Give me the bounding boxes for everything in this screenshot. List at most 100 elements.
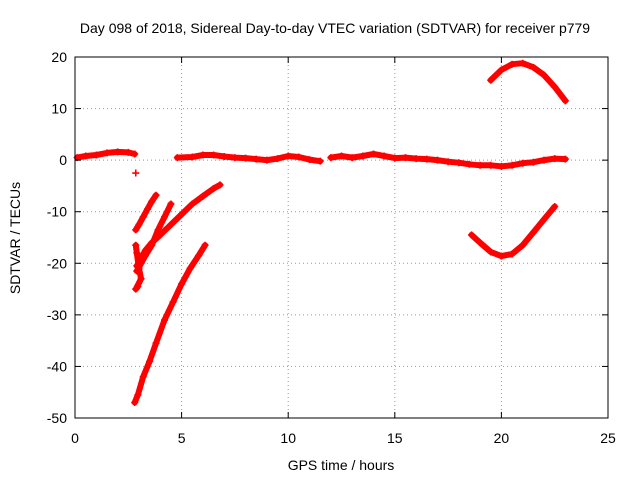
plot-frame [74, 56, 609, 419]
data-point [146, 357, 154, 365]
x-tick-labels: 0 5 10 15 20 25 [71, 430, 616, 446]
data-point [359, 152, 367, 160]
y-tick-label: -30 [47, 307, 67, 323]
y-tick-labels: -50 -40 -30 -20 -10 0 10 20 [47, 49, 67, 426]
data-point [476, 161, 484, 169]
data-point [161, 213, 169, 221]
data-point [132, 169, 140, 177]
series-arc-5 [133, 181, 224, 270]
data-point [327, 154, 335, 162]
y-tick-label: -10 [47, 204, 67, 220]
series-arc-4 [131, 241, 209, 407]
x-tick-label: 0 [71, 430, 79, 446]
y-tick-label: 0 [59, 152, 67, 168]
data-point [132, 226, 140, 234]
data-point [551, 83, 559, 91]
data-point [529, 63, 537, 71]
y-tick-label: -20 [47, 255, 67, 271]
series-trace [468, 203, 558, 260]
data-point [412, 155, 420, 163]
data-point [132, 241, 140, 249]
y-tick-label: -40 [47, 358, 67, 374]
data-point [561, 155, 569, 163]
data-point [154, 226, 162, 234]
data-point [284, 152, 292, 160]
data-point [455, 159, 463, 167]
data-point [152, 339, 160, 347]
series-trace [487, 60, 569, 104]
data-point [508, 60, 516, 68]
data-point [210, 151, 218, 159]
data-point [139, 213, 147, 221]
data-point [220, 153, 228, 161]
x-tick-label: 25 [600, 430, 616, 446]
data-point [468, 231, 476, 239]
data-point [103, 149, 111, 157]
data-point [263, 156, 271, 164]
data-point [497, 252, 505, 260]
x-tick-label: 10 [280, 430, 296, 446]
y-axis-label: SDTVAR / TECUs [7, 182, 23, 294]
data-point [131, 399, 139, 407]
y-tick-label: -50 [47, 410, 67, 426]
data-point [529, 158, 537, 166]
data-point [316, 157, 324, 165]
x-axis-label: GPS time / hours [288, 457, 395, 473]
series-arc-2 [173, 151, 324, 165]
data-point [338, 152, 345, 160]
axis-ticks [74, 56, 609, 419]
data-point [210, 185, 218, 193]
x-tick-label: 20 [494, 430, 510, 446]
data-point [124, 148, 132, 156]
data-point [195, 252, 203, 260]
data-point [423, 155, 431, 163]
data-point [133, 249, 141, 257]
series-arc-8 [132, 241, 145, 293]
data-point [519, 59, 527, 67]
x-tick-label: 5 [178, 430, 186, 446]
data-point [152, 191, 160, 199]
data-point [508, 250, 516, 258]
data-point [186, 264, 194, 272]
data-point [540, 215, 548, 223]
data-point [114, 148, 122, 156]
data-point [139, 373, 147, 381]
data-point [487, 248, 495, 256]
data-point [444, 158, 452, 166]
series-isolated [132, 169, 140, 177]
data-point [82, 152, 90, 160]
data-point [135, 221, 143, 229]
data-point [252, 155, 260, 163]
data-point [487, 76, 495, 84]
data-point [380, 152, 388, 160]
data-point [476, 239, 484, 247]
data-point [199, 192, 207, 200]
data-point [141, 252, 149, 260]
data-point [274, 155, 282, 163]
data-point [167, 200, 175, 208]
y-tick-label: 10 [51, 101, 67, 117]
data-point [465, 160, 473, 168]
data-point [497, 66, 505, 74]
data-point [561, 97, 569, 105]
data-point [401, 154, 409, 162]
data-point [508, 161, 516, 169]
data-point [161, 316, 169, 324]
data-point [369, 150, 377, 158]
data-point [433, 156, 441, 164]
data-point [134, 391, 142, 399]
x-tick-label: 15 [387, 430, 403, 446]
data-point [143, 205, 151, 213]
data-point [137, 275, 145, 283]
data-point [135, 264, 143, 272]
data-point [348, 154, 356, 162]
data-point [487, 161, 495, 169]
data-point [169, 298, 177, 306]
data-point [529, 228, 537, 236]
data-point [178, 210, 186, 218]
data-point [148, 241, 156, 249]
data-point [242, 154, 250, 162]
data-point [519, 241, 527, 249]
data-point [497, 162, 505, 170]
series-arc-9 [487, 59, 569, 105]
